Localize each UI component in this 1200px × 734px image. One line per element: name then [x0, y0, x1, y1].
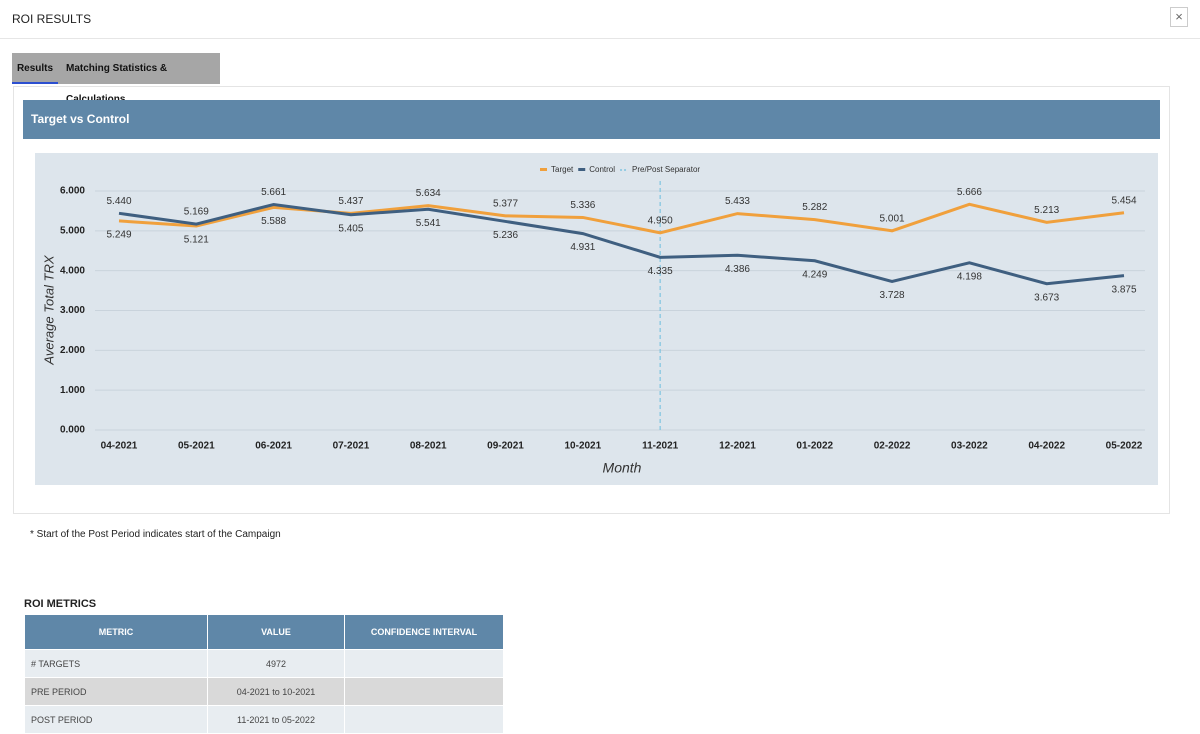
x-tick-label: 08-2021 [410, 441, 447, 452]
y-axis-title: Average Total TRX [41, 254, 56, 365]
chart-bg [35, 153, 1158, 485]
legend-label: Pre/Post Separator [632, 165, 700, 174]
data-label: 5.588 [261, 216, 286, 227]
y-tick-label: 2.000 [60, 345, 85, 356]
data-label: 5.454 [1111, 195, 1136, 206]
data-label: 5.634 [416, 188, 441, 199]
x-tick-label: 02-2022 [874, 441, 911, 452]
y-tick-label: 0.000 [60, 425, 85, 436]
table-cell: 4972 [207, 649, 345, 678]
table-cell [344, 677, 504, 706]
data-label: 5.169 [184, 207, 209, 218]
data-label: 4.950 [648, 215, 673, 226]
panel-title: Target vs Control [23, 100, 1160, 139]
data-label: 5.666 [957, 187, 982, 198]
legend-label: Target [551, 165, 574, 174]
x-tick-label: 07-2021 [333, 441, 370, 452]
page: {"header":{"title":"ROI RESULTS","close"… [0, 7, 1200, 734]
y-tick-label: 4.000 [60, 265, 85, 276]
data-label: 5.433 [725, 196, 750, 207]
data-label: 3.875 [1111, 284, 1136, 295]
table-cell: 04-2021 to 10-2021 [207, 677, 345, 706]
data-label: 4.931 [570, 242, 595, 253]
table-cell: POST PERIOD [24, 705, 208, 734]
series-line [118, 202, 1125, 235]
x-axis-title: Month [603, 460, 642, 476]
legend-swatch [540, 168, 547, 171]
y-tick-label: 3.000 [60, 305, 85, 316]
x-tick-label: 03-2022 [951, 441, 988, 452]
table-row: # TARGETS 4972 [24, 649, 504, 678]
section-title: ROI METRICS [24, 598, 97, 610]
data-label: 4.198 [957, 271, 982, 282]
chart: 0.000 1.000 2.000 3.000 4.000 5.000 6.000 04-20… [35, 153, 1158, 485]
data-label: 4.335 [648, 266, 673, 277]
data-label: 5.336 [570, 200, 595, 211]
dialog-title: ROI RESULTS [12, 12, 92, 26]
data-label: 5.405 [338, 223, 363, 234]
data-label: 5.437 [338, 196, 363, 207]
x-tick-label: 01-2022 [796, 441, 833, 452]
table-cell: # TARGETS [24, 649, 208, 678]
data-label: 5.249 [106, 230, 131, 241]
tab[interactable]: Matching Statistics & Calculations [66, 63, 168, 105]
y-tick-label: 5.000 [60, 225, 85, 236]
x-tick-label: 10-2021 [564, 441, 601, 452]
y-tick-label: 1.000 [60, 385, 85, 396]
column-header: VALUE [207, 614, 345, 650]
table-cell [344, 705, 504, 734]
x-tick-label: 05-2021 [178, 441, 215, 452]
table-cell: 11-2021 to 05-2022 [207, 705, 345, 734]
x-tick-label: 09-2021 [487, 441, 524, 452]
footnote: * Start of the Post Period indicates sta… [30, 529, 281, 540]
close-button[interactable]: × [1170, 7, 1188, 27]
data-label: 5.541 [416, 218, 441, 229]
x-tick-label: 11-2021 [642, 441, 679, 452]
data-label: 4.249 [802, 269, 827, 280]
card [13, 86, 1170, 514]
column-header: METRIC [24, 614, 208, 650]
data-label: 5.121 [184, 235, 209, 246]
table-cell [344, 649, 504, 678]
legend-swatch [578, 168, 586, 171]
series-line [118, 202, 1125, 286]
data-label: 4.386 [725, 264, 750, 275]
tab-bar: Results Matching Statistics & Calculatio… [12, 53, 220, 105]
data-label: 5.001 [880, 213, 905, 224]
data-label: 5.661 [261, 187, 286, 198]
table-cell: PRE PERIOD [24, 677, 208, 706]
data-label: 5.440 [106, 196, 131, 207]
x-tick-label: 12-2021 [719, 441, 756, 452]
legend-label: Control [589, 165, 615, 174]
x-tick-label: 04-2021 [101, 441, 138, 452]
x-tick-label: 06-2021 [255, 441, 292, 452]
data-label: 5.282 [802, 202, 827, 213]
data-label: 5.236 [493, 230, 518, 241]
table-row: PRE PERIOD 04-2021 to 10-2021 [24, 677, 504, 706]
y-tick-label: 6.000 [60, 186, 85, 197]
metrics-table: METRIC VALUE CONFIDENCE INTERVAL # TARGETS 4… [24, 614, 504, 734]
table-row: POST PERIOD 11-2021 to 05-2022 [24, 705, 504, 734]
data-label: 5.377 [493, 198, 518, 209]
x-tick-label: 05-2022 [1106, 441, 1143, 452]
tab[interactable]: Results [12, 53, 58, 84]
data-label: 3.673 [1034, 292, 1059, 303]
data-label: 5.213 [1034, 205, 1059, 216]
divider [0, 38, 1200, 39]
x-tick-label: 04-2022 [1028, 441, 1065, 452]
column-header: CONFIDENCE INTERVAL [344, 614, 504, 650]
data-label: 3.728 [880, 290, 905, 301]
